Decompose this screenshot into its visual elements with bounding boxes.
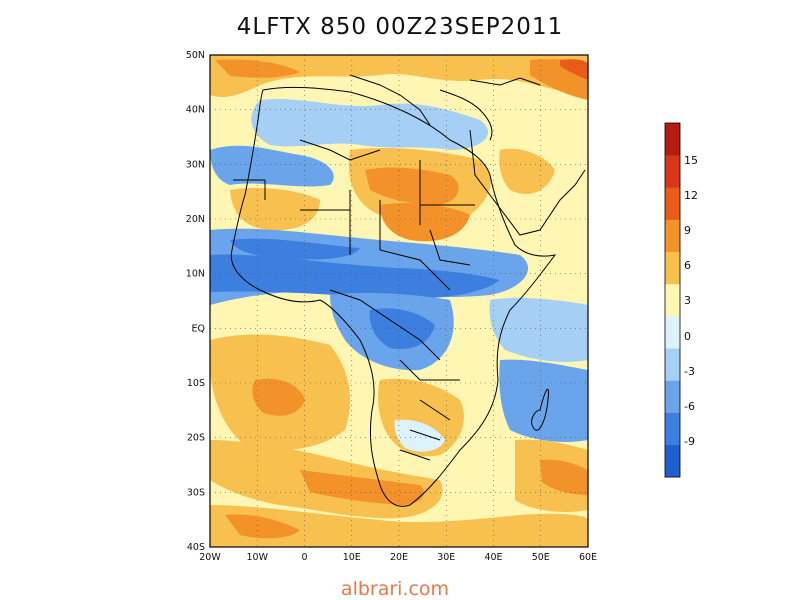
colorbar-label: 9 bbox=[684, 224, 691, 237]
map-frame bbox=[209, 54, 589, 548]
lat-label: 50N bbox=[186, 50, 205, 61]
lat-label: 10N bbox=[186, 269, 205, 280]
colorbar-frame bbox=[664, 122, 681, 478]
watermark: albrari.com bbox=[340, 578, 450, 600]
colorbar-label: -6 bbox=[684, 400, 695, 413]
colorbar-label: 15 bbox=[684, 154, 698, 167]
colorbar-swatch bbox=[665, 219, 680, 253]
colorbar-labels: 15 12 9 6 3 0 -3 -6 -9 bbox=[684, 154, 698, 448]
lat-label: 30N bbox=[186, 159, 205, 170]
longitude-axis: 20W 10W 0 10E 20E 30E 40E 50E 60E bbox=[199, 552, 597, 563]
colorbar-swatch bbox=[665, 380, 680, 413]
africa-outline bbox=[230, 74, 586, 507]
lon-label: 50E bbox=[532, 552, 550, 563]
lat-label: 20N bbox=[186, 214, 205, 225]
colorbar-swatch bbox=[665, 283, 680, 317]
colorbar-label: -3 bbox=[684, 365, 695, 378]
lon-label: 20E bbox=[390, 552, 408, 563]
colorbar-swatch bbox=[665, 155, 680, 188]
colorbar-label: 6 bbox=[684, 259, 691, 272]
colorbar: 15 12 9 6 3 0 -3 -6 -9 bbox=[664, 122, 698, 478]
lat-label: 40N bbox=[186, 105, 205, 116]
lon-label: 40E bbox=[484, 552, 502, 563]
colorbar-swatch bbox=[665, 316, 680, 349]
colorbar-label: 12 bbox=[684, 189, 698, 202]
lat-label: 20S bbox=[187, 433, 205, 444]
colorbar-label: 3 bbox=[684, 294, 691, 307]
colorbar-swatch bbox=[665, 123, 680, 156]
lon-label: 30E bbox=[437, 552, 455, 563]
colorbar-swatch bbox=[665, 187, 680, 220]
colorbar-swatch bbox=[665, 348, 680, 381]
lon-label: 20W bbox=[199, 552, 221, 563]
lon-label: 60E bbox=[579, 552, 597, 563]
colorbar-label: 0 bbox=[684, 330, 691, 343]
map-title: 4LFTX 850 00Z23SEP2011 bbox=[236, 14, 564, 40]
colorbar-swatch bbox=[665, 251, 680, 285]
colorbar-swatch bbox=[665, 444, 680, 478]
map-gridlines bbox=[210, 55, 588, 547]
colorbar-swatch bbox=[665, 412, 680, 446]
lat-label: 30S bbox=[187, 487, 205, 498]
latitude-axis: 50N 40N 30N 20N 10N EQ 10S 20S 30S 40S bbox=[186, 50, 205, 553]
lon-label: 0 bbox=[301, 552, 307, 563]
lat-label: 40S bbox=[187, 542, 205, 553]
lon-label: 10E bbox=[343, 552, 361, 563]
colorbar-swatches bbox=[665, 123, 680, 478]
lat-label: 10S bbox=[187, 378, 205, 389]
lon-label: 10W bbox=[247, 552, 269, 563]
colorbar-label: -9 bbox=[684, 435, 695, 448]
lat-label: EQ bbox=[192, 323, 205, 334]
